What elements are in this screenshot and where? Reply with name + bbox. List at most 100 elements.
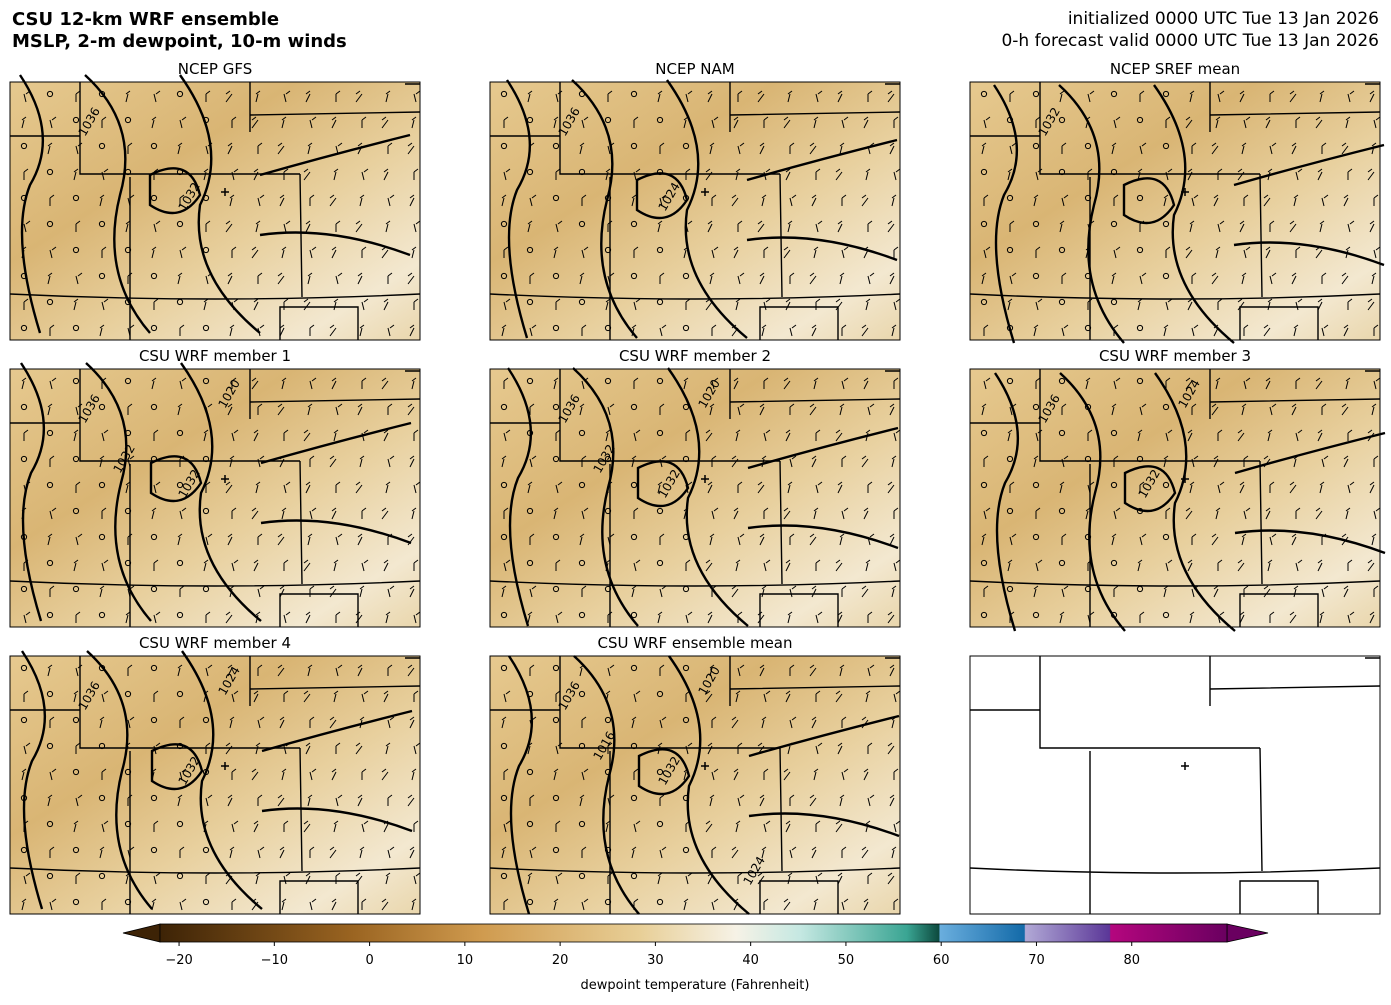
- wind-barb: [737, 142, 745, 155]
- wind-barb: [711, 194, 717, 206]
- wind-barb: [605, 820, 611, 833]
- calm-wind: [1136, 377, 1144, 385]
- wind-barb: [1189, 220, 1195, 233]
- wind-barb: [179, 246, 187, 259]
- wind-barb: [1007, 429, 1013, 442]
- wind-barb: [1111, 272, 1117, 285]
- wind-barb: [1165, 168, 1173, 181]
- wind-barb: [789, 585, 797, 598]
- calm-wind: [202, 585, 210, 593]
- calm-wind: [1136, 116, 1144, 124]
- calm-wind: [630, 611, 638, 619]
- calm-wind: [1162, 403, 1170, 411]
- wind-barb: [75, 742, 81, 754]
- wind-barb: [659, 403, 665, 415]
- wind-barb: [333, 298, 339, 311]
- map-background: [490, 369, 900, 627]
- wind-barb: [811, 846, 817, 859]
- wind-barb: [553, 768, 559, 781]
- wind-barb: [307, 664, 313, 677]
- wind-barb: [1291, 533, 1297, 546]
- calm-wind: [980, 298, 988, 306]
- calm-wind: [552, 403, 560, 411]
- calm-wind: [1032, 403, 1040, 411]
- wind-barb: [889, 794, 895, 807]
- city-marker: [701, 188, 709, 196]
- wind-barb: [1321, 403, 1327, 415]
- wind-barb: [1319, 611, 1325, 624]
- wind-barb: [659, 846, 667, 859]
- wind-barb: [231, 116, 237, 128]
- wind-barb: [387, 455, 395, 468]
- calm-wind: [1032, 90, 1040, 98]
- wind-barb: [255, 872, 261, 885]
- wind-barb: [127, 846, 135, 859]
- wind-barb: [783, 898, 791, 911]
- calm-wind: [552, 533, 560, 541]
- panel-frame: [9, 81, 421, 341]
- wind-barb: [331, 246, 337, 259]
- wind-barb: [815, 481, 823, 494]
- wind-barb: [21, 768, 27, 781]
- wind-barb: [387, 403, 393, 415]
- calm-wind: [1162, 90, 1170, 98]
- calm-wind: [656, 690, 664, 698]
- wind-barb: [889, 403, 895, 416]
- isobar: [508, 655, 534, 915]
- calm-wind: [72, 455, 80, 463]
- wind-barb: [231, 690, 239, 703]
- wind-barb: [607, 611, 613, 623]
- wind-barb: [23, 429, 29, 441]
- wind-barb: [863, 116, 869, 129]
- wind-barb: [1165, 298, 1173, 311]
- calm-wind: [1006, 455, 1014, 463]
- wind-barb: [835, 298, 843, 311]
- wind-barb: [815, 220, 823, 233]
- calm-wind: [202, 377, 210, 385]
- calm-wind: [630, 90, 638, 98]
- wind-barb: [385, 220, 391, 233]
- wind-barb: [1163, 324, 1169, 337]
- wind-barb: [335, 611, 341, 623]
- wind-barb: [227, 403, 233, 416]
- wind-barb: [1243, 116, 1251, 129]
- wind-barb: [1321, 142, 1327, 154]
- calm-wind: [1110, 298, 1118, 306]
- wind-barb: [555, 168, 561, 180]
- calm-wind: [72, 324, 80, 332]
- wind-barb: [1343, 194, 1349, 207]
- calm-wind: [1110, 90, 1118, 98]
- wind-barb: [333, 168, 339, 181]
- wind-barb: [1241, 272, 1247, 285]
- wind-barb: [503, 168, 511, 181]
- wind-barb: [815, 429, 821, 441]
- wind-barb: [863, 507, 869, 520]
- wind-barb: [815, 90, 823, 103]
- wind-barb: [361, 298, 369, 311]
- wind-barb: [1373, 194, 1379, 206]
- wind-barb: [841, 768, 849, 781]
- calm-wind: [20, 455, 28, 463]
- init-time: initialized 0000 UTC Tue 13 Jan 2026: [1068, 9, 1379, 29]
- wind-barb: [335, 794, 343, 807]
- panel-frame: [9, 368, 421, 628]
- wind-barb: [125, 481, 131, 494]
- wind-barb: [361, 559, 369, 572]
- wind-barb: [581, 246, 589, 259]
- wind-barb: [527, 481, 533, 494]
- wind-barb: [1321, 272, 1327, 284]
- wind-barb: [1243, 507, 1251, 520]
- wind-barb: [631, 846, 637, 859]
- calm-wind: [552, 585, 560, 593]
- wind-barb: [151, 116, 157, 129]
- wind-barb: [1137, 559, 1143, 572]
- wind-barb: [1289, 90, 1297, 103]
- wind-barb: [257, 142, 263, 154]
- wind-barb: [1185, 377, 1193, 390]
- wind-barb: [809, 664, 817, 677]
- wind-barb: [73, 690, 79, 703]
- wind-barb: [581, 716, 587, 728]
- wind-barb: [229, 324, 235, 337]
- wind-barb: [125, 611, 131, 624]
